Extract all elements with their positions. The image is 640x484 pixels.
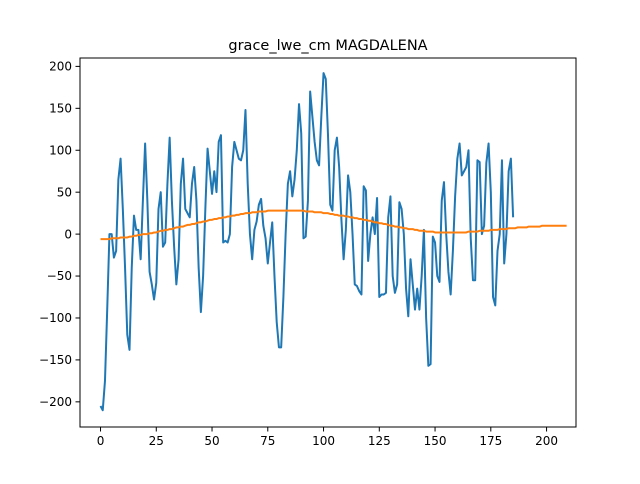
y-tick-label: 200 — [49, 60, 72, 74]
series-line-2 — [100, 209, 567, 241]
x-tick-label: 75 — [260, 434, 275, 448]
y-tick-label: −150 — [39, 353, 72, 367]
axes-frame — [79, 57, 577, 428]
y-tick-label: 100 — [49, 143, 72, 157]
y-tick-label: 150 — [49, 102, 72, 116]
chart-title: grace_lwe_cm MAGDALENA — [228, 38, 427, 54]
x-tick-label: 175 — [479, 434, 502, 448]
y-tick-label: 0 — [64, 227, 72, 241]
x-tick-label: 25 — [149, 434, 164, 448]
x-tick-label: 0 — [97, 434, 105, 448]
y-tick-label: −200 — [39, 395, 72, 409]
x-tick-label: 125 — [368, 434, 391, 448]
y-tick-label: −100 — [39, 311, 72, 325]
y-tick-label: −50 — [47, 269, 72, 283]
x-tick-label: 200 — [535, 434, 558, 448]
x-tick-label: 150 — [424, 434, 447, 448]
x-tick-label: 100 — [312, 434, 335, 448]
axes: 0 25 50 75 100 125 150 175 200 −200 −150 −100 −50 0 50… — [39, 57, 577, 448]
x-tick-label: 50 — [204, 434, 219, 448]
plot-area — [99, 72, 567, 412]
series-line-1 — [99, 72, 515, 412]
y-tick-label: 50 — [57, 185, 72, 199]
